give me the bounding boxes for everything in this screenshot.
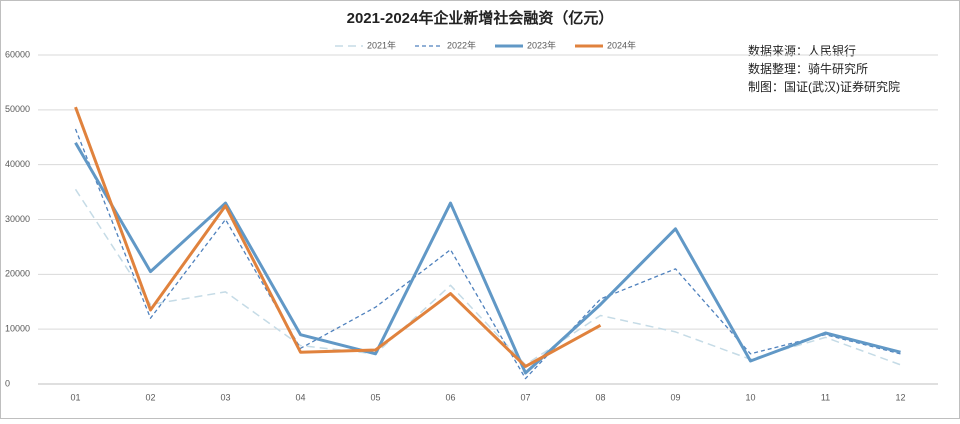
legend-label: 2024年 [607, 39, 636, 50]
x-tick-label: 08 [595, 392, 605, 402]
legend-label: 2021年 [367, 39, 396, 50]
y-tick-label: 50000 [5, 104, 30, 114]
legend-label: 2023年 [527, 39, 556, 50]
legend-label: 2022年 [447, 39, 476, 50]
series-line [74, 128, 901, 380]
x-tick-label: 11 [821, 392, 830, 402]
x-tick-label: 06 [445, 392, 455, 402]
annotation: 制图：国证(武汉)证券研究院 [748, 79, 900, 94]
y-tick-label: 20000 [5, 269, 30, 279]
x-tick-label: 03 [220, 392, 230, 402]
x-tick-label: 01 [70, 392, 80, 402]
x-tick-label: 12 [895, 392, 905, 402]
y-tick-label: 40000 [5, 159, 30, 169]
series-line [74, 106, 602, 368]
x-tick-label: 09 [670, 392, 680, 402]
y-tick-label: 0 [5, 378, 10, 388]
y-tick-label: 30000 [5, 214, 30, 224]
y-tick-label: 10000 [5, 324, 30, 334]
series-line [74, 141, 901, 375]
annotation: 数据来源：人民银行 [748, 43, 856, 58]
x-tick-label: 05 [370, 392, 380, 402]
chart-title: 2021-2024年企业新增社会融资（亿元） [347, 9, 614, 27]
x-tick-label: 07 [520, 392, 530, 402]
y-tick-label: 60000 [5, 49, 30, 59]
x-tick-label: 10 [745, 392, 755, 402]
x-tick-label: 04 [295, 392, 305, 402]
x-tick-label: 02 [145, 392, 155, 402]
annotation: 数据整理：骑牛研究所 [748, 61, 868, 76]
